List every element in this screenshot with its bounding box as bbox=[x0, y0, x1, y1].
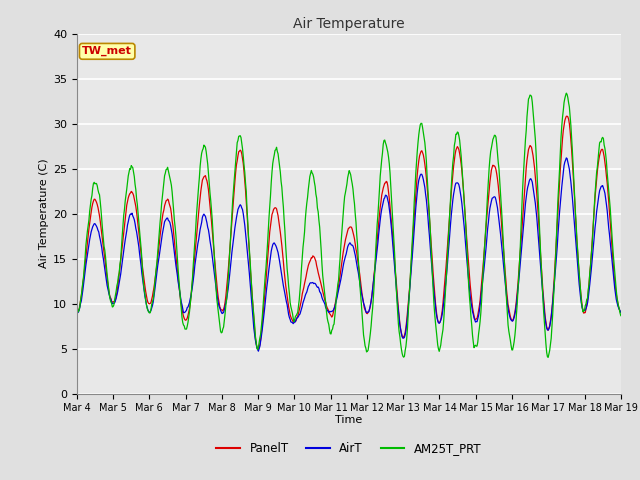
AM25T_PRT bbox=[431, 311, 438, 317]
PanelT bbox=[83, 248, 90, 253]
AirT bbox=[223, 296, 230, 302]
AirT bbox=[83, 257, 90, 263]
AM25T_PRT bbox=[139, 270, 147, 276]
PanelT bbox=[617, 309, 625, 315]
Line: PanelT: PanelT bbox=[77, 116, 621, 349]
Y-axis label: Air Temperature (C): Air Temperature (C) bbox=[39, 159, 49, 268]
AirT bbox=[139, 276, 147, 282]
AirT bbox=[416, 175, 424, 180]
PanelT bbox=[223, 286, 230, 291]
AirT bbox=[617, 310, 625, 315]
PanelT bbox=[139, 265, 147, 271]
AirT bbox=[431, 303, 439, 309]
AM25T_PRT bbox=[545, 355, 552, 360]
Line: AM25T_PRT: AM25T_PRT bbox=[77, 93, 621, 358]
AM25T_PRT bbox=[73, 305, 81, 311]
AM25T_PRT bbox=[223, 297, 230, 302]
PanelT bbox=[563, 113, 571, 119]
AM25T_PRT bbox=[563, 90, 570, 96]
PanelT bbox=[416, 153, 424, 159]
AM25T_PRT bbox=[617, 313, 625, 319]
PanelT bbox=[255, 347, 262, 352]
PanelT bbox=[431, 300, 439, 305]
AM25T_PRT bbox=[415, 132, 422, 138]
AM25T_PRT bbox=[83, 235, 90, 241]
Line: AirT: AirT bbox=[77, 158, 621, 351]
Legend: PanelT, AirT, AM25T_PRT: PanelT, AirT, AM25T_PRT bbox=[212, 437, 486, 460]
PanelT bbox=[194, 218, 202, 224]
AirT bbox=[255, 348, 262, 354]
Title: Air Temperature: Air Temperature bbox=[293, 17, 404, 31]
AM25T_PRT bbox=[194, 192, 202, 198]
AirT bbox=[563, 155, 570, 161]
AirT bbox=[73, 312, 81, 317]
PanelT bbox=[73, 309, 81, 315]
X-axis label: Time: Time bbox=[335, 415, 362, 425]
Text: TW_met: TW_met bbox=[82, 46, 132, 57]
AirT bbox=[194, 241, 202, 247]
